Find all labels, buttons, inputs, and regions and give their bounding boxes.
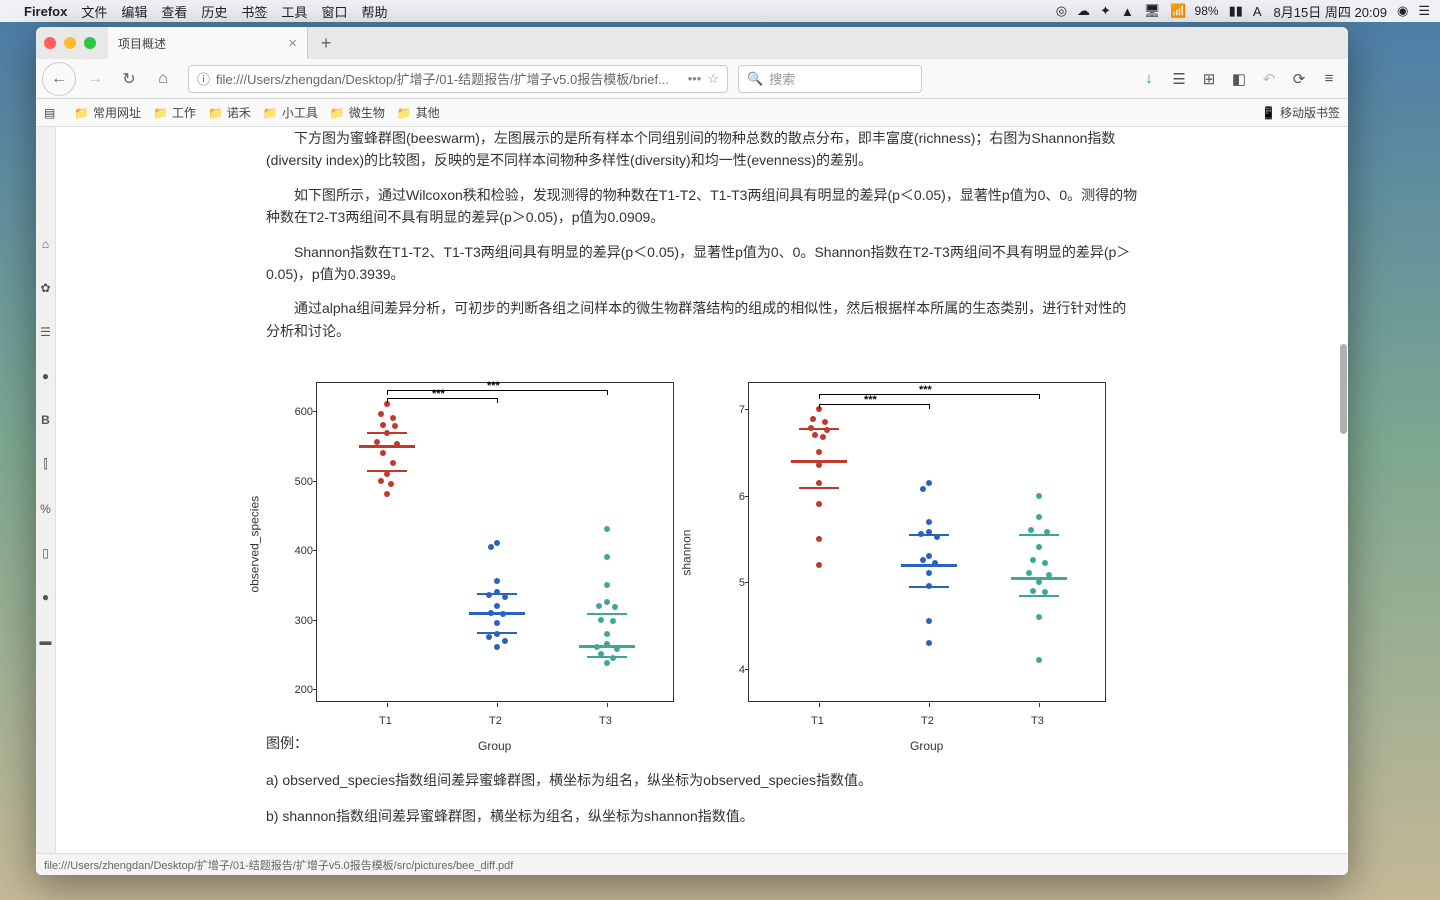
clock[interactable]: 8月15日 周四 20:09 [1274,2,1387,21]
search-bar[interactable]: 🔍 搜索 [738,65,922,93]
battery-icon[interactable]: ▮▮ [1229,3,1243,19]
wifi-icon[interactable]: 📶 [1170,3,1186,19]
legend-b: b) shannon指数组间差异蜜蜂群图，横坐标为组名，纵坐标为shannon指… [266,805,1138,827]
window-controls [44,37,96,49]
bookmark-folder[interactable]: 📁诺禾 [208,104,251,121]
scrollbar-thumb[interactable] [1340,344,1347,434]
sidebar-info-icon[interactable]: ● [42,590,49,604]
menu-tools[interactable]: 工具 [281,2,307,21]
hamburger-menu-button[interactable]: ≡ [1316,66,1342,92]
sidebar-file-icon[interactable]: ▬ [40,634,52,648]
url-bar[interactable]: ⓘ file:///Users/zhengdan/Desktop/扩增子/01-… [188,65,728,93]
pocket-button[interactable]: ⊞ [1196,66,1222,92]
menu-edit[interactable]: 编辑 [121,2,147,21]
page-scroll[interactable]: 下方图为蜜蜂群图(beeswarm)，左图展示的是所有样本个同组别间的物种总数的… [56,127,1348,875]
tab-close-icon[interactable]: × [288,35,297,52]
notification-icon[interactable]: ▲ [1121,4,1134,19]
sidebar-link-icon[interactable]: % [40,502,51,516]
paragraph: Shannon指数在T1-T2、T1-T3两组间具有明显的差异(p＜0.05)，… [266,241,1138,286]
bookmarks-toolbar: ▤ 📁常用网址 📁工作 📁诺禾 📁小工具 📁微生物 📁其他 📱移动版书签 [36,99,1348,127]
sidebar-list-icon[interactable]: ☰ [40,325,51,339]
menu-help[interactable]: 帮助 [361,2,387,21]
refresh-ext-button[interactable]: ⟳ [1286,66,1312,92]
menu-window[interactable]: 窗口 [321,2,347,21]
minimize-window-button[interactable] [64,37,76,49]
chart-shannon: 4567shannonT1T2T3Group****** [748,382,1106,702]
legend-a: a) observed_species指数组间差异蜜蜂群图，横坐标为组名，纵坐标… [266,769,1138,791]
bookmark-folder[interactable]: 📁微生物 [330,104,385,121]
reload-button[interactable]: ↻ [114,64,144,94]
status-text: file:///Users/zhengdan/Desktop/扩增子/01-结题… [44,860,513,872]
control-center-icon[interactable]: ☰ [1418,3,1430,19]
input-method-icon[interactable]: A [1253,4,1262,19]
sidebar-globe-icon[interactable]: ● [42,369,49,383]
undo-button[interactable]: ↶ [1256,66,1282,92]
browser-tab[interactable]: 项目概述 × [108,27,308,59]
bookmark-star-icon[interactable]: ☆ [707,71,719,87]
folder-icon: 📁 [208,106,223,120]
chart-observed-species: 200300400500600observed_speciesT1T2T3Gro… [316,382,674,702]
maximize-window-button[interactable] [84,37,96,49]
browser-toolbar: ← → ↻ ⌂ ⓘ file:///Users/zhengdan/Desktop… [36,59,1348,99]
back-button[interactable]: ← [42,62,76,96]
battery-percent[interactable]: 98% [1195,4,1219,18]
menu-file[interactable]: 文件 [81,2,107,21]
folder-icon: 📁 [397,106,412,120]
search-placeholder: 搜索 [769,69,795,88]
bookmark-folder[interactable]: 📁工作 [153,104,196,121]
paragraph: 下方图为蜜蜂群图(beeswarm)，左图展示的是所有样本个同组别间的物种总数的… [266,127,1138,172]
status-bar: file:///Users/zhengdan/Desktop/扩增子/01-结题… [36,853,1348,875]
evernote-icon[interactable]: ✦ [1100,3,1111,19]
bookmarks-sidebar-icon[interactable]: ▤ [44,106,62,120]
macos-menubar: Firefox 文件 编辑 查看 历史 书签 工具 窗口 帮助 ◎ ☁ ✦ ▲ … [0,0,1440,22]
menu-view[interactable]: 查看 [161,2,187,21]
new-tab-button[interactable]: + [312,29,340,57]
siri-icon[interactable]: ◉ [1397,3,1408,19]
wechat-icon[interactable]: ☁ [1077,3,1090,19]
folder-icon: 📁 [263,106,278,120]
display-icon[interactable]: 🖥 [1144,3,1161,19]
paragraph: 如下图所示，通过Wilcoxon秩和检验，发现测得的物种数在T1-T2、T1-T… [266,184,1138,229]
sidebar-home-icon[interactable]: ⌂ [42,237,49,251]
bookmark-folder[interactable]: 📁其他 [397,104,440,121]
sidebar-gear-icon[interactable]: ✿ [40,281,50,295]
close-window-button[interactable] [44,37,56,49]
vertical-scrollbar[interactable] [1339,127,1347,875]
chart-row: 200300400500600observed_speciesT1T2T3Gro… [316,382,1138,702]
paragraph: 通过alpha组间差异分析，可初步的判断各组之间样本的微生物群落结构的组成的相似… [266,297,1138,342]
sidebar-doc-icon[interactable]: ▯ [42,546,49,560]
folder-icon: 📁 [330,106,345,120]
home-button[interactable]: ⌂ [148,64,178,94]
sidebar-bold-icon[interactable]: B [41,413,50,427]
tab-strip: 项目概述 × + [36,27,1348,59]
library-button[interactable]: ☰ [1166,66,1192,92]
mobile-bookmarks[interactable]: 📱移动版书签 [1261,104,1340,121]
legend-title: 图例： [266,732,1138,754]
mobile-icon: 📱 [1261,106,1276,120]
tab-title: 项目概述 [118,35,166,52]
menu-history[interactable]: 历史 [201,2,227,21]
menu-bookmarks[interactable]: 书签 [241,2,267,21]
firefox-window: 项目概述 × + ← → ↻ ⌂ ⓘ file:///Users/zhengda… [36,27,1348,875]
app-name[interactable]: Firefox [24,4,67,19]
url-text: file:///Users/zhengdan/Desktop/扩增子/01-结题… [216,69,682,88]
target-icon[interactable]: ◎ [1056,3,1067,19]
search-icon: 🔍 [747,71,763,87]
page-actions-icon[interactable]: ••• [688,71,702,86]
bookmark-folder[interactable]: 📁常用网址 [74,104,141,121]
sidebar-chart-icon[interactable]: ⫿ [44,457,48,472]
forward-button[interactable]: → [80,64,110,94]
folder-icon: 📁 [74,106,89,120]
bookmark-folder[interactable]: 📁小工具 [263,104,318,121]
page-sidebar: ⌂ ✿ ☰ ● B ⫿ % ▯ ● ▬ [36,127,56,875]
page-content-area: ⌂ ✿ ☰ ● B ⫿ % ▯ ● ▬ 下方图为蜜蜂群图(beeswarm)，左… [36,127,1348,875]
sidebar-button[interactable]: ◧ [1226,66,1252,92]
site-info-icon[interactable]: ⓘ [197,69,210,88]
folder-icon: 📁 [153,106,168,120]
downloads-button[interactable]: ↓ [1136,66,1162,92]
